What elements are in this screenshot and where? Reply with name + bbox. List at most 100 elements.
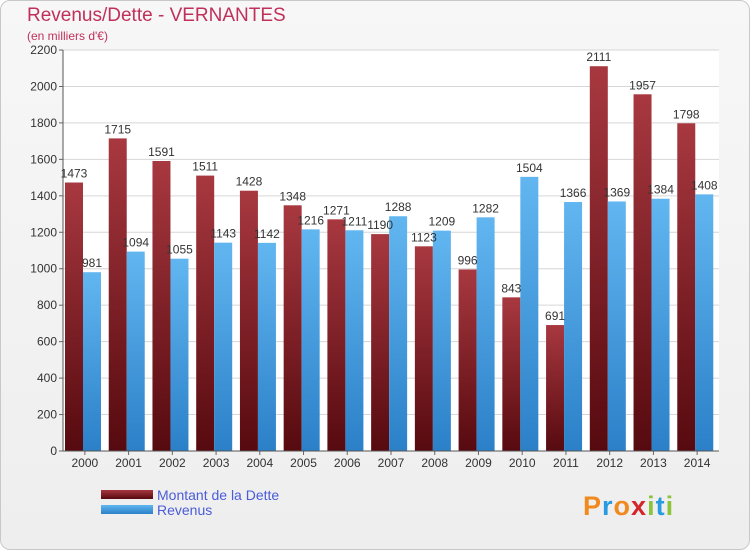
data-label-revenue: 1369 (603, 185, 630, 199)
logo-letter: o (613, 491, 632, 521)
x-tick-label: 2005 (290, 456, 317, 470)
y-tick-label: 800 (37, 298, 57, 312)
y-tick-label: 1000 (30, 262, 57, 276)
logo-letter: r (602, 491, 614, 521)
bar-revenue (170, 258, 189, 451)
data-label-debt: 1957 (629, 78, 656, 92)
x-tick-label: 2002 (159, 456, 186, 470)
data-label-revenue: 1094 (122, 236, 149, 250)
data-label-debt: 1271 (323, 203, 350, 217)
bar-revenue (476, 217, 495, 451)
data-label-revenue: 1142 (254, 227, 280, 241)
legend-swatch-revenue (101, 505, 153, 514)
data-label-revenue: 1216 (297, 213, 324, 227)
bar-debt (196, 175, 215, 451)
bar-revenue (564, 202, 583, 451)
y-tick-label: 1200 (30, 225, 57, 239)
data-label-revenue: 981 (82, 256, 102, 270)
bar-debt (152, 161, 171, 451)
legend-item-revenue: Revenus (101, 501, 279, 518)
bar-debt (502, 297, 521, 451)
legend-label-revenue: Revenus (157, 501, 213, 518)
x-tick-label: 2011 (553, 456, 579, 470)
legend: Montant de la Dette Revenus (101, 486, 280, 518)
data-label-debt: 691 (545, 309, 565, 323)
bar-revenue (345, 230, 364, 451)
data-label-revenue: 1211 (341, 214, 367, 228)
data-label-revenue: 1143 (210, 227, 236, 241)
bar-revenue (257, 242, 276, 451)
y-tick-label: 0 (50, 444, 57, 458)
x-tick-label: 2006 (334, 456, 361, 470)
logo-letter: i (665, 491, 675, 521)
y-tick-label: 200 (37, 408, 57, 422)
bar-revenue (214, 242, 233, 451)
data-label-debt: 1190 (367, 218, 393, 232)
y-tick-label: 1600 (30, 152, 57, 166)
x-tick-label: 2001 (115, 456, 142, 470)
x-tick-label: 2013 (640, 456, 667, 470)
x-tick-label: 2004 (246, 456, 273, 470)
x-tick-label: 2003 (203, 456, 230, 470)
x-tick-label: 2000 (72, 456, 99, 470)
bar-debt (677, 123, 696, 452)
bar-debt (633, 94, 652, 452)
data-label-debt: 1591 (148, 145, 175, 159)
logo-letter: P (583, 491, 603, 521)
legend-item-debt: Montant de la Dette (101, 486, 280, 503)
x-tick-label: 2010 (509, 456, 536, 470)
bar-revenue (695, 194, 714, 452)
data-label-revenue: 1408 (691, 178, 718, 192)
data-label-debt: 1348 (279, 189, 306, 203)
data-label-revenue: 1288 (385, 200, 412, 214)
chart-title: Revenus/Dette - VERNANTES (27, 5, 286, 26)
data-label-revenue: 1384 (647, 183, 674, 197)
y-tick-label: 2200 (30, 43, 57, 57)
bar-revenue (83, 272, 101, 451)
label-layer: 1473 981 1715 1094 1591 1055 1511 1143 1428 1142 1… (61, 50, 718, 323)
bar-debt (546, 325, 565, 451)
proxiti-logo: Proxiti (583, 491, 674, 522)
data-label-debt: 1798 (673, 107, 700, 121)
bar-debt (327, 219, 346, 451)
data-label-debt: 1715 (104, 122, 131, 136)
y-tick-label: 400 (37, 371, 57, 385)
legend-label-debt: Montant de la Dette (157, 486, 280, 503)
x-tick-label: 2008 (421, 456, 448, 470)
data-label-debt: 2111 (586, 50, 611, 64)
bar-debt (283, 205, 302, 451)
axis-layer: 0 200 400 600 800 1000 1200 1400 1600 1800 2000 220… (30, 43, 719, 470)
bar-debt (108, 138, 127, 451)
legend-swatch-debt (101, 490, 153, 499)
x-tick-label: 2007 (378, 456, 405, 470)
data-label-debt: 1428 (236, 175, 263, 189)
bar-revenue (607, 201, 626, 451)
x-tick-label: 2009 (465, 456, 492, 470)
data-label-debt: 1123 (411, 230, 437, 244)
data-label-revenue: 1366 (560, 186, 587, 200)
bar-revenue (520, 176, 539, 451)
y-tick-label: 600 (37, 335, 57, 349)
y-tick-label: 2000 (30, 79, 57, 93)
data-label-debt: 1511 (192, 160, 218, 174)
bar-debt (371, 234, 390, 451)
data-label-debt: 843 (501, 281, 521, 295)
y-tick-label: 1800 (30, 116, 57, 130)
bar-debt (589, 66, 608, 451)
data-label-revenue: 1504 (516, 161, 543, 175)
data-label-revenue: 1282 (472, 201, 499, 215)
bar-revenue (389, 216, 408, 451)
logo-letter: t (655, 491, 666, 521)
bar-revenue (651, 198, 670, 451)
data-label-revenue: 1209 (429, 215, 456, 229)
data-label-debt: 996 (458, 253, 478, 267)
chart-subtitle: (en milliers d'€) (27, 29, 108, 43)
bar-debt (414, 246, 433, 451)
logo-letter: x (631, 491, 648, 521)
bar-debt (458, 269, 477, 451)
bar-revenue (301, 229, 320, 451)
logo-letter: i (647, 491, 656, 521)
bar-debt (65, 182, 83, 451)
